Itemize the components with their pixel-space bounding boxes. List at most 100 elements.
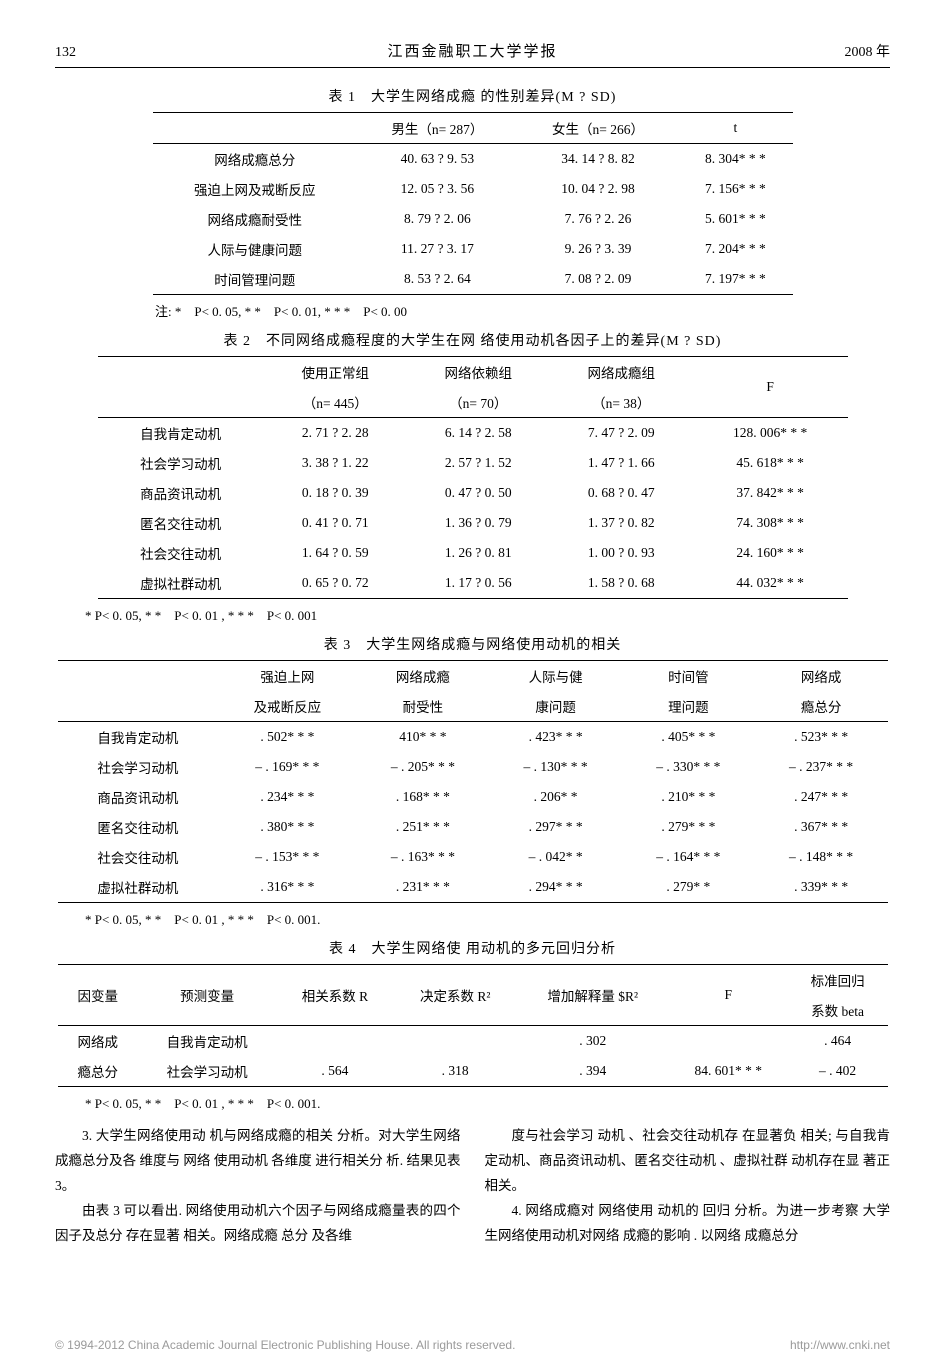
cell: 0. 65 ? 0. 72	[264, 568, 407, 599]
cell: （n= 38）	[550, 387, 693, 418]
cell: 7. 204* * *	[678, 234, 792, 264]
cell	[58, 691, 219, 722]
page-header: 132 江西金融职工大学学报 2008 年	[55, 40, 890, 68]
table-row: 网络成 自我肯定动机 . 302 . 464	[58, 1026, 888, 1057]
cell: . 251* * *	[357, 812, 490, 842]
cell: 1. 26 ? 0. 81	[407, 538, 550, 568]
cell: 人际与健康问题	[153, 234, 358, 264]
cell: 社会交往动机	[98, 538, 264, 568]
cell: 自我肯定动机	[138, 1026, 276, 1057]
cell: （n= 445）	[264, 387, 407, 418]
cell: 24. 160* * *	[693, 538, 848, 568]
cell: 74. 308* * *	[693, 508, 848, 538]
cell: 社会交往动机	[58, 842, 219, 872]
cell: 人际与健	[489, 661, 622, 692]
table2-caption: 表 2 不同网络成瘾程度的大学生在网 络使用动机各因子上的差异(M ? SD)	[55, 330, 890, 350]
cell: . 423* * *	[489, 722, 622, 753]
table-row: 强迫上网及戒断反应 12. 05 ? 3. 56 10. 04 ? 2. 98 …	[153, 174, 793, 204]
table1-h3: t	[678, 113, 792, 144]
cell: 0. 18 ? 0. 39	[264, 478, 407, 508]
cell: – . 153* * *	[218, 842, 356, 872]
cell: 瘾总分	[58, 1056, 139, 1087]
cell: 预测变量	[138, 965, 276, 1026]
cell	[669, 1026, 788, 1057]
cell: 8. 79 ? 2. 06	[357, 204, 518, 234]
cell: 网络依赖组	[407, 357, 550, 388]
cell: 自我肯定动机	[98, 418, 264, 449]
cell: . 297* * *	[489, 812, 622, 842]
cell: 网络成瘾	[357, 661, 490, 692]
cell: 2. 71 ? 2. 28	[264, 418, 407, 449]
cell: 社会学习动机	[138, 1056, 276, 1087]
cell	[58, 661, 219, 692]
table-row: 及戒断反应 耐受性 康问题 理问题 瘾总分	[58, 691, 888, 722]
cell: . 394	[517, 1056, 669, 1087]
cell: . 231* * *	[357, 872, 490, 903]
table1-note: 注: * P< 0. 05, * * P< 0. 01, * * * P< 0.…	[155, 301, 890, 320]
cell: 匿名交往动机	[98, 508, 264, 538]
table-row: 虚拟社群动机 0. 65 ? 0. 72 1. 17 ? 0. 56 1. 58…	[98, 568, 848, 599]
table2: 使用正常组 网络依赖组 网络成瘾组 F （n= 445） （n= 70） （n=…	[98, 356, 848, 599]
cell: 标准回归	[788, 965, 888, 996]
cell: . 523* * *	[755, 722, 888, 753]
cell: 强迫上网及戒断反应	[153, 174, 358, 204]
cell: 网络成瘾总分	[153, 144, 358, 175]
cell: – . 237* * *	[755, 752, 888, 782]
table1-h1: 男生（n= 287）	[357, 113, 518, 144]
cell: 匿名交往动机	[58, 812, 219, 842]
table-row: 匿名交往动机 0. 41 ? 0. 71 1. 36 ? 0. 79 1. 37…	[98, 508, 848, 538]
cell: 使用正常组	[264, 357, 407, 388]
year-label: 2008 年	[810, 41, 890, 61]
cell: 1. 64 ? 0. 59	[264, 538, 407, 568]
cell: 84. 601* * *	[669, 1056, 788, 1087]
body-right-column: 度与社会学习 动机 、社会交往动机存 在显著负 相关; 与自我肯 定动机、商品资…	[485, 1124, 891, 1249]
cell: （n= 70）	[407, 387, 550, 418]
body-text: 3. 大学生网络使用动 机与网络成瘾的相关 分析。对大学生网络成瘾总分及各 维度…	[55, 1124, 890, 1249]
cell: . 502* * *	[218, 722, 356, 753]
table-row: 网络成瘾总分 40. 63 ? 9. 53 34. 14 ? 8. 82 8. …	[153, 144, 793, 175]
cell: 决定系数 R²	[394, 965, 517, 1026]
table-row: 强迫上网 网络成瘾 人际与健 时间管 网络成	[58, 661, 888, 692]
table-row: 自我肯定动机 . 502* * * 410* * * . 423* * * . …	[58, 722, 888, 753]
cell: – . 148* * *	[755, 842, 888, 872]
cell: 8. 304* * *	[678, 144, 792, 175]
table4: 因变量 预测变量 相关系数 R 决定系数 R² 增加解释量 $R² F 标准回归…	[58, 964, 888, 1087]
cell: 5. 601* * *	[678, 204, 792, 234]
paragraph: 3. 大学生网络使用动 机与网络成瘾的相关 分析。对大学生网络成瘾总分及各 维度…	[55, 1124, 461, 1199]
cell: – . 042* *	[489, 842, 622, 872]
table4-caption: 表 4 大学生网络使 用动机的多元回归分析	[55, 938, 890, 958]
cell	[98, 357, 264, 388]
cell: . 247* * *	[755, 782, 888, 812]
cell: 7. 76 ? 2. 26	[518, 204, 679, 234]
cell: 10. 04 ? 2. 98	[518, 174, 679, 204]
table1-h0	[153, 113, 358, 144]
cell: 8. 53 ? 2. 64	[357, 264, 518, 295]
table-row: 男生（n= 287） 女生（n= 266） t	[153, 113, 793, 144]
cell: 相关系数 R	[276, 965, 393, 1026]
table-row: 因变量 预测变量 相关系数 R 决定系数 R² 增加解释量 $R² F 标准回归	[58, 965, 888, 996]
table1-h2: 女生（n= 266）	[518, 113, 679, 144]
cell: 康问题	[489, 691, 622, 722]
cell: 及戒断反应	[218, 691, 356, 722]
cell: . 168* * *	[357, 782, 490, 812]
cell: – . 402	[788, 1056, 888, 1087]
cell: 网络成瘾耐受性	[153, 204, 358, 234]
table3-caption: 表 3 大学生网络成瘾与网络使用动机的相关	[55, 634, 890, 654]
cell: 3. 38 ? 1. 22	[264, 448, 407, 478]
paragraph: 由表 3 可以看出. 网络使用动机六个因子与网络成瘾量表的四个因子及总分 存在显…	[55, 1199, 461, 1249]
cell: . 279* *	[622, 872, 755, 903]
cell: . 464	[788, 1026, 888, 1057]
table-row: 人际与健康问题 11. 27 ? 3. 17 9. 26 ? 3. 39 7. …	[153, 234, 793, 264]
table-row: 社会交往动机 1. 64 ? 0. 59 1. 26 ? 0. 81 1. 00…	[98, 538, 848, 568]
table-row: 商品资讯动机 0. 18 ? 0. 39 0. 47 ? 0. 50 0. 68…	[98, 478, 848, 508]
table-row: 匿名交往动机 . 380* * * . 251* * * . 297* * * …	[58, 812, 888, 842]
cell: – . 163* * *	[357, 842, 490, 872]
cell: . 564	[276, 1056, 393, 1087]
cell: 9. 26 ? 3. 39	[518, 234, 679, 264]
cell: 耐受性	[357, 691, 490, 722]
cell: 7. 156* * *	[678, 174, 792, 204]
cell: 商品资讯动机	[98, 478, 264, 508]
cell: 0. 47 ? 0. 50	[407, 478, 550, 508]
cell: . 206* *	[489, 782, 622, 812]
cell: – . 130* * *	[489, 752, 622, 782]
